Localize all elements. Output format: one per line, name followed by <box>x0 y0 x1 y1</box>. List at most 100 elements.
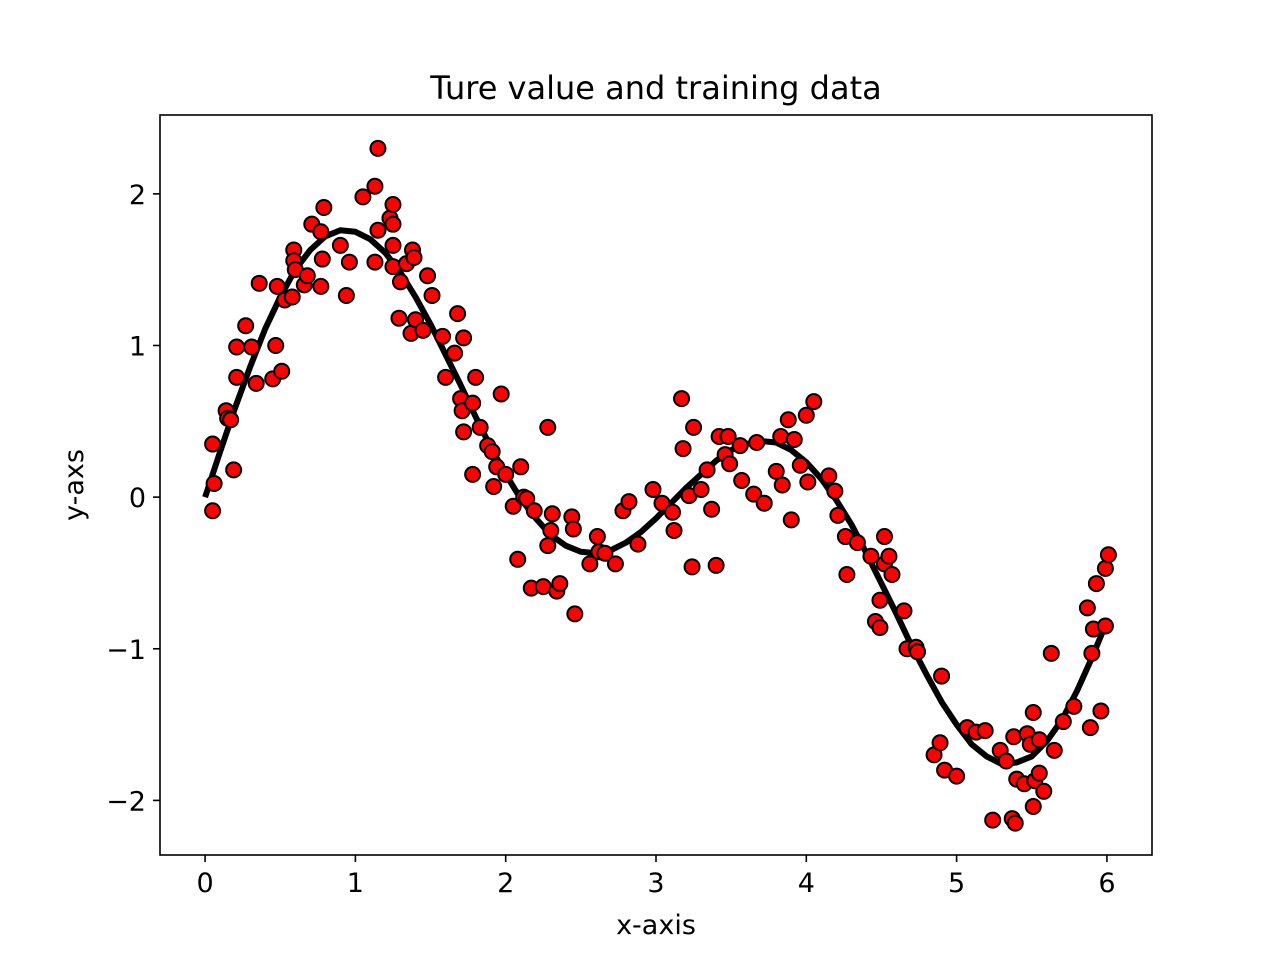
data-point <box>933 667 951 685</box>
data-point <box>471 418 489 436</box>
data-point <box>543 505 561 523</box>
y-tick-label: 2 <box>129 180 146 211</box>
data-point <box>539 537 557 555</box>
data-point <box>629 535 647 553</box>
data-point <box>434 327 452 345</box>
data-point <box>455 329 473 347</box>
data-point <box>731 437 749 455</box>
data-point <box>204 502 222 520</box>
y-tick-label: −2 <box>106 786 146 817</box>
data-point <box>1024 703 1042 721</box>
data-point <box>384 215 402 233</box>
data-point <box>665 521 683 539</box>
data-point <box>298 267 316 285</box>
data-point <box>243 338 261 356</box>
data-point <box>620 493 638 511</box>
data-point <box>205 474 223 492</box>
data-point <box>315 199 333 216</box>
data-point <box>606 555 624 573</box>
data-point <box>748 434 766 452</box>
data-point <box>820 467 838 485</box>
data-point <box>588 528 606 546</box>
y-tick-label: 1 <box>129 331 146 362</box>
data-point <box>1042 644 1060 662</box>
data-point <box>337 286 355 304</box>
data-point <box>698 461 716 479</box>
data-point <box>862 547 880 565</box>
x-tick-label: 4 <box>798 868 815 899</box>
data-point <box>250 274 268 292</box>
data-point <box>391 273 409 291</box>
data-point <box>267 336 285 354</box>
data-point <box>1024 797 1042 815</box>
data-point <box>1081 719 1099 737</box>
data-point <box>485 478 503 496</box>
data-point <box>354 188 372 206</box>
data-point <box>390 309 408 327</box>
data-point <box>340 253 358 271</box>
data-point <box>273 362 291 380</box>
data-point <box>366 253 384 271</box>
chart-title: Ture value and training data <box>429 69 881 107</box>
data-point <box>222 411 240 429</box>
data-point <box>909 643 927 661</box>
data-point <box>566 605 584 623</box>
data-point <box>674 440 692 458</box>
x-tick-label: 3 <box>647 868 664 899</box>
data-point <box>1092 702 1110 720</box>
data-point <box>228 368 246 386</box>
data-point <box>268 277 286 295</box>
data-point <box>331 236 349 254</box>
data-point <box>785 431 803 449</box>
data-point <box>497 465 515 483</box>
data-point <box>719 427 737 445</box>
data-point <box>782 511 800 529</box>
data-point <box>414 321 432 339</box>
data-point <box>446 344 464 362</box>
data-point <box>423 286 441 304</box>
data-point <box>539 418 557 436</box>
data-point <box>449 305 467 323</box>
data-point <box>384 236 402 254</box>
data-point <box>1087 575 1105 593</box>
data-point <box>1099 546 1117 564</box>
data-point <box>829 506 847 524</box>
data-point <box>1030 764 1048 782</box>
data-point <box>492 385 510 403</box>
data-point <box>312 223 330 241</box>
data-point <box>773 476 791 494</box>
data-point <box>871 591 889 609</box>
data-point <box>204 435 222 453</box>
data-point <box>692 481 710 499</box>
data-point <box>225 461 243 479</box>
x-tick-label: 5 <box>948 868 965 899</box>
data-point <box>369 221 387 239</box>
data-point <box>664 503 682 521</box>
data-point <box>875 528 893 546</box>
data-point <box>1030 731 1048 749</box>
data-point <box>703 500 721 518</box>
data-point <box>1006 814 1024 832</box>
true-curve <box>202 227 1110 768</box>
data-point <box>467 368 485 386</box>
data-point <box>931 734 949 752</box>
x-tick-label: 6 <box>1098 868 1115 899</box>
y-tick-label: −1 <box>106 635 146 666</box>
data-point <box>419 267 437 285</box>
data-point <box>997 752 1015 770</box>
data-point <box>1078 599 1096 617</box>
data-point <box>673 390 691 408</box>
data-point <box>405 249 423 267</box>
data-point <box>312 277 330 295</box>
data-point <box>596 544 614 562</box>
data-point <box>483 443 501 461</box>
data-point <box>1045 741 1063 759</box>
data-point <box>805 393 823 411</box>
data-point <box>542 521 560 539</box>
data-point <box>366 177 384 195</box>
x-tick-label: 0 <box>196 868 213 899</box>
data-point <box>384 195 402 213</box>
data-point <box>1054 713 1072 731</box>
